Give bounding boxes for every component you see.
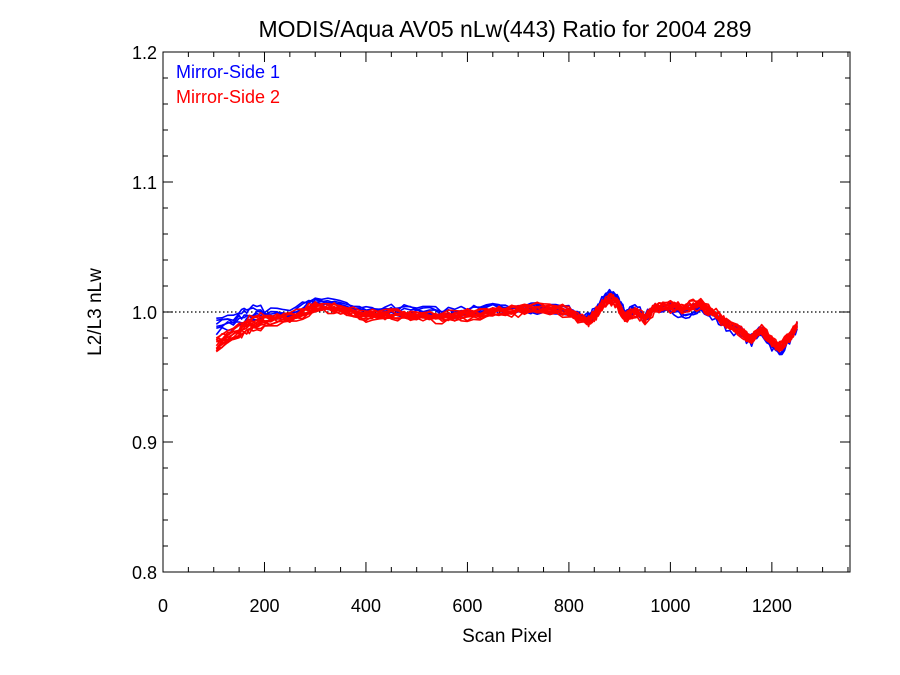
x-tick-label: 1000 — [650, 596, 690, 616]
y-tick-label: 0.9 — [132, 433, 157, 453]
y-axis-label: L2/L3 nLw — [85, 268, 106, 356]
series-line — [216, 290, 798, 355]
series-2 — [215, 292, 798, 353]
y-tick-label: 0.8 — [132, 563, 157, 583]
y-tick-label: 1.0 — [132, 303, 157, 323]
series-line — [216, 290, 798, 352]
y-tick-label: 1.2 — [132, 43, 157, 63]
x-tick-label: 0 — [158, 596, 168, 616]
series-line — [215, 292, 798, 346]
x-tick-label: 800 — [554, 596, 584, 616]
x-tick-label: 200 — [249, 596, 279, 616]
series-line — [216, 296, 798, 348]
legend-entry-mirror-side-1: Mirror-Side 1 — [176, 62, 280, 82]
y-tick-label: 1.1 — [132, 173, 157, 193]
x-tick-label: 400 — [351, 596, 381, 616]
series-1 — [215, 288, 798, 356]
legend-entry-mirror-side-2: Mirror-Side 2 — [176, 87, 280, 107]
x-tick-label: 600 — [452, 596, 482, 616]
x-axis-label: Scan Pixel — [462, 626, 552, 647]
x-tick-label: 1200 — [752, 596, 792, 616]
series-line — [215, 291, 798, 351]
chart-title: MODIS/Aqua AV05 nLw(443) Ratio for 2004 … — [258, 16, 751, 42]
